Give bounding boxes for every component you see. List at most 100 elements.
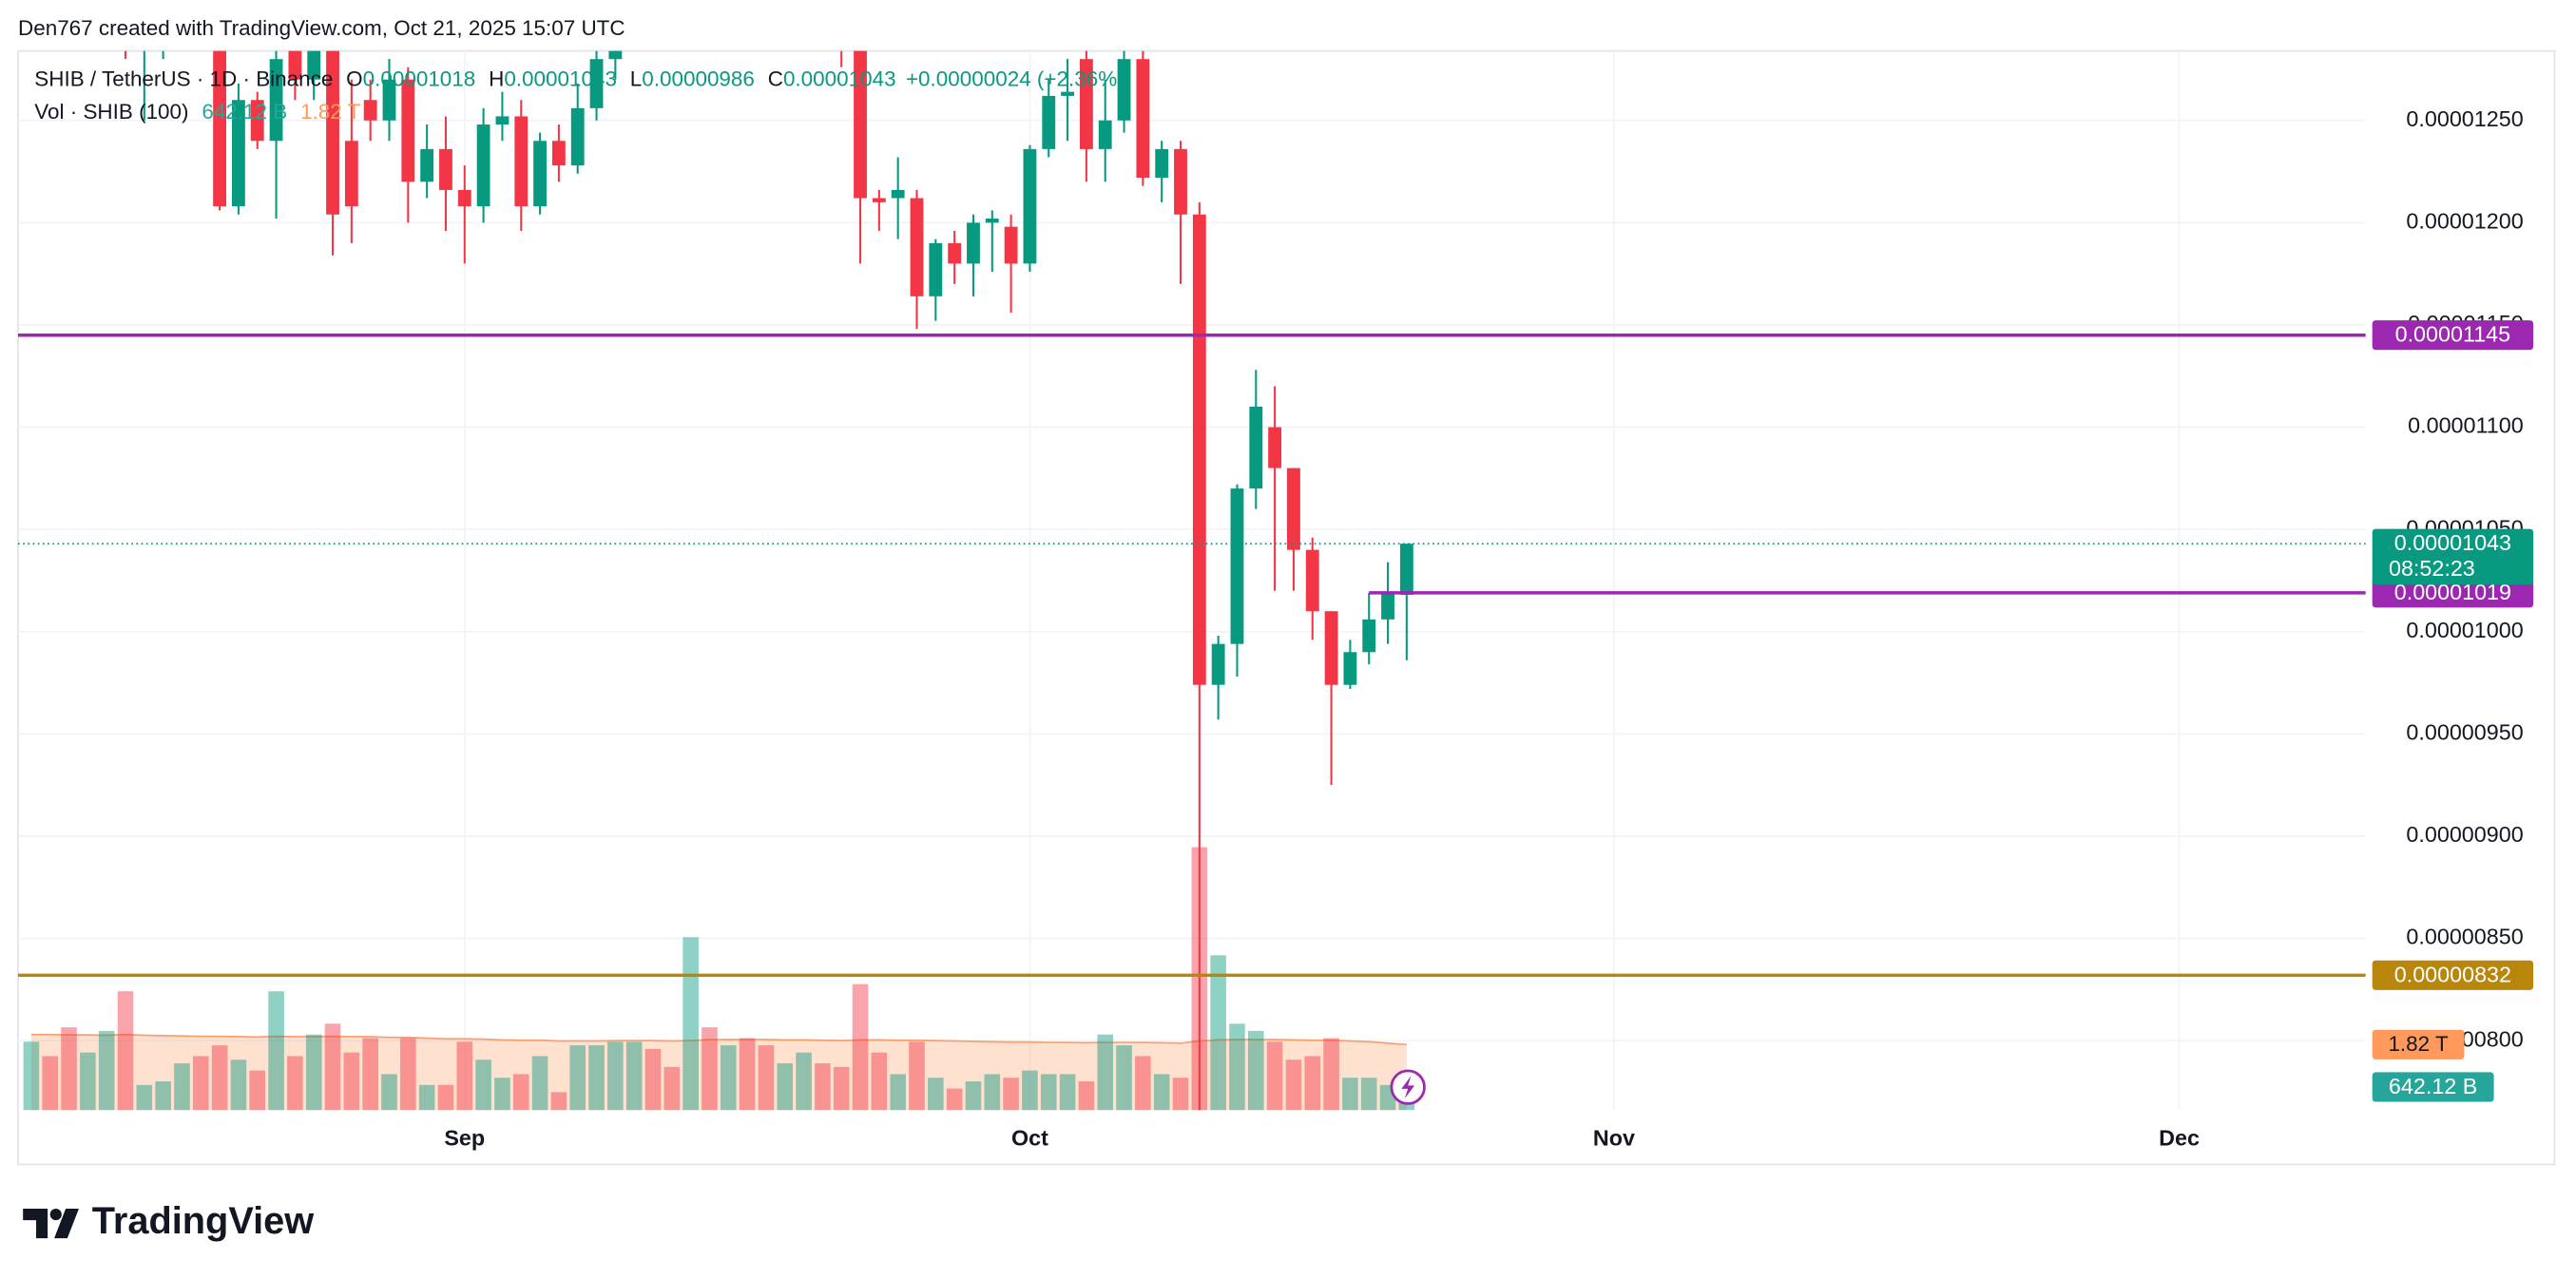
volume-bar bbox=[607, 1041, 624, 1111]
candle-body bbox=[457, 189, 471, 207]
candle-body bbox=[1192, 214, 1206, 685]
volume-bar bbox=[702, 1027, 718, 1111]
volume-bar bbox=[80, 1052, 96, 1111]
legend-change: +0.00000024 (+2.36%) bbox=[906, 67, 1125, 91]
volume-bar bbox=[965, 1080, 982, 1111]
volume-bar bbox=[362, 1038, 378, 1111]
volume-bar bbox=[1172, 1078, 1189, 1111]
volume-bar bbox=[1135, 1056, 1151, 1111]
volume-bar bbox=[61, 1027, 77, 1111]
volume-bar bbox=[456, 1041, 473, 1111]
volume-bar bbox=[249, 1070, 266, 1111]
volume-bar bbox=[381, 1074, 397, 1111]
candle-body bbox=[1174, 148, 1187, 215]
candle-body bbox=[420, 148, 434, 182]
level-tag-label: 0.00001145 bbox=[2395, 322, 2511, 347]
y-tick-label: 0.00001000 bbox=[2406, 618, 2523, 642]
level-tag bbox=[2372, 960, 2534, 990]
volume-bar bbox=[946, 1088, 963, 1111]
level-tag bbox=[2372, 320, 2534, 351]
volume-bar bbox=[1078, 1080, 1095, 1111]
candle-body bbox=[985, 219, 999, 223]
candle-body bbox=[551, 141, 566, 166]
volume-bar bbox=[1153, 1074, 1170, 1111]
level-tag-label: 0.00000832 bbox=[2394, 962, 2511, 986]
volume-bar bbox=[682, 937, 699, 1111]
x-tick-label: Oct bbox=[1011, 1126, 1048, 1151]
y-tick-label: 0.00001200 bbox=[2406, 209, 2523, 234]
candle-body bbox=[1061, 91, 1074, 96]
volume-bar bbox=[287, 1056, 303, 1111]
volume-bar bbox=[305, 1034, 322, 1111]
volume-bar bbox=[42, 1056, 59, 1111]
volume-bar bbox=[1229, 1023, 1245, 1111]
candle-body bbox=[533, 141, 547, 207]
volume-bar bbox=[1360, 1078, 1377, 1111]
candle-body bbox=[1324, 611, 1338, 685]
candle-body bbox=[1362, 619, 1376, 653]
volume-bar bbox=[343, 1052, 360, 1111]
candle-body bbox=[891, 189, 905, 199]
volume-bar bbox=[400, 1038, 416, 1111]
volume-bar bbox=[23, 1041, 40, 1111]
candle-body bbox=[269, 59, 283, 142]
candle-body bbox=[608, 50, 623, 60]
volume-bar bbox=[512, 1074, 529, 1111]
volume-ma-area bbox=[30, 1034, 1407, 1111]
volume-bar bbox=[1266, 1041, 1283, 1111]
candle-body bbox=[1230, 488, 1244, 644]
candle-body bbox=[948, 242, 962, 264]
legend-volume: Vol · SHIB (100) 642.12 B 1.82 T bbox=[34, 100, 360, 124]
volume-bar bbox=[211, 1045, 228, 1111]
candle-body bbox=[910, 198, 924, 296]
tradingview-logo: TradingView bbox=[23, 1200, 314, 1242]
volume-bar bbox=[796, 1052, 812, 1111]
y-tick-label: 0.00001100 bbox=[2408, 413, 2524, 438]
candle-body bbox=[401, 79, 415, 182]
volume-bar bbox=[1116, 1045, 1132, 1111]
volume-bar bbox=[1285, 1059, 1302, 1111]
candle-body bbox=[382, 79, 396, 121]
legend-ohlc-value: 0.00001043 bbox=[504, 67, 617, 91]
candle-body bbox=[854, 50, 867, 199]
volume-bar bbox=[1059, 1074, 1076, 1111]
candle-body bbox=[495, 116, 509, 125]
legend-ohlc-label: H bbox=[489, 67, 504, 91]
volume-bar bbox=[852, 983, 869, 1111]
candle-body bbox=[232, 100, 245, 207]
volume-bar bbox=[833, 1066, 850, 1111]
candle-body bbox=[326, 50, 339, 215]
candle-body bbox=[307, 50, 321, 80]
x-tick-label: Nov bbox=[1593, 1126, 1635, 1151]
volume-bar bbox=[174, 1063, 190, 1111]
volume-bar bbox=[625, 1041, 643, 1111]
candle-body bbox=[1211, 643, 1225, 685]
volume-bar bbox=[1323, 1038, 1339, 1111]
candle-body bbox=[250, 100, 264, 142]
volume-bar bbox=[268, 991, 284, 1111]
candle-body bbox=[1023, 148, 1037, 264]
candle-body bbox=[1343, 652, 1357, 685]
candle-body bbox=[872, 198, 886, 202]
volume-bar bbox=[644, 1048, 662, 1111]
candle-body bbox=[1305, 549, 1319, 612]
candle-body bbox=[967, 222, 980, 264]
candle-body bbox=[1098, 120, 1112, 149]
y-tick-label: 0.00000950 bbox=[2406, 720, 2523, 745]
candle-body bbox=[1042, 95, 1056, 149]
volume-bar bbox=[437, 1084, 454, 1111]
volume-bar bbox=[494, 1078, 510, 1111]
volume-bar bbox=[155, 1080, 171, 1111]
volume-bar bbox=[550, 1092, 567, 1111]
candle-body bbox=[570, 107, 585, 166]
legend-ohlc-label: L bbox=[630, 67, 643, 91]
y-tick-label: 0.00000900 bbox=[2406, 822, 2523, 847]
volume-bar bbox=[1097, 1034, 1114, 1111]
volume-bar bbox=[739, 1038, 756, 1111]
chart-frame bbox=[17, 49, 2556, 1166]
replay-icon bbox=[1390, 1069, 1426, 1105]
volume-bar bbox=[117, 991, 134, 1111]
candle-body bbox=[439, 148, 452, 190]
